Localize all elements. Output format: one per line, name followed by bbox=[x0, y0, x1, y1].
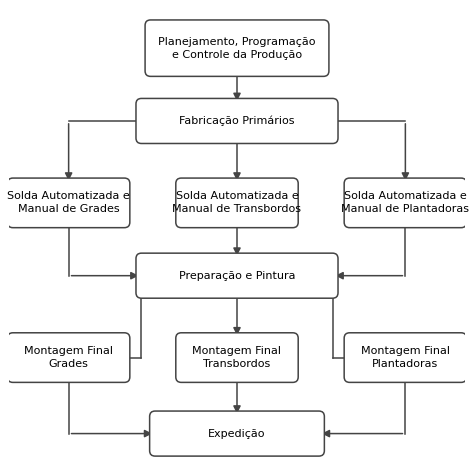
FancyBboxPatch shape bbox=[176, 333, 298, 383]
FancyBboxPatch shape bbox=[145, 20, 329, 76]
Text: Expedição: Expedição bbox=[208, 428, 266, 438]
FancyBboxPatch shape bbox=[136, 99, 338, 144]
Text: Solda Automatizada e
Manual de Grades: Solda Automatizada e Manual de Grades bbox=[7, 191, 130, 214]
Text: Montagem Final
Plantadoras: Montagem Final Plantadoras bbox=[361, 346, 450, 369]
Text: Preparação e Pintura: Preparação e Pintura bbox=[179, 271, 295, 281]
FancyBboxPatch shape bbox=[176, 178, 298, 228]
Text: Solda Automatizada e
Manual de Plantadoras: Solda Automatizada e Manual de Plantador… bbox=[341, 191, 469, 214]
Text: Fabricação Primários: Fabricação Primários bbox=[179, 116, 295, 126]
FancyBboxPatch shape bbox=[8, 333, 130, 383]
Text: Planejamento, Programação
e Controle da Produção: Planejamento, Programação e Controle da … bbox=[158, 36, 316, 60]
FancyBboxPatch shape bbox=[150, 411, 324, 456]
FancyBboxPatch shape bbox=[344, 333, 466, 383]
FancyBboxPatch shape bbox=[8, 178, 130, 228]
FancyBboxPatch shape bbox=[344, 178, 466, 228]
FancyBboxPatch shape bbox=[136, 253, 338, 298]
Text: Montagem Final
Grades: Montagem Final Grades bbox=[24, 346, 113, 369]
Text: Montagem Final
Transbordos: Montagem Final Transbordos bbox=[192, 346, 282, 369]
Text: Solda Automatizada e
Manual de Transbordos: Solda Automatizada e Manual de Transbord… bbox=[173, 191, 301, 214]
